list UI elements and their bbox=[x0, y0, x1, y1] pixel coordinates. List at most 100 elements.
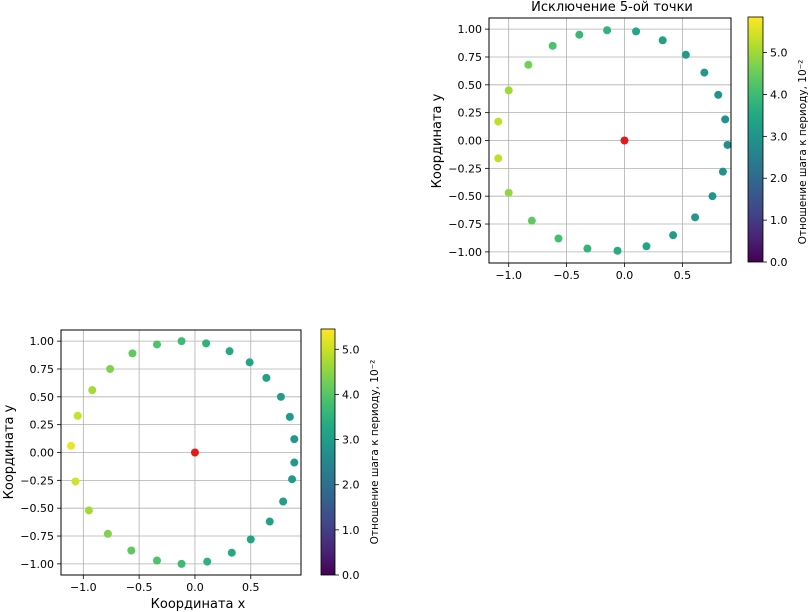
data-point bbox=[73, 411, 82, 420]
y-tick-label: 0.50 bbox=[458, 79, 483, 92]
chart-1-colorbar-label: Отношение шага к периоду, 10⁻² bbox=[797, 60, 809, 245]
center-point bbox=[620, 136, 629, 145]
data-point bbox=[290, 458, 299, 467]
data-point bbox=[290, 435, 299, 444]
data-point bbox=[714, 90, 723, 99]
y-tick-label: −1.00 bbox=[448, 246, 482, 259]
data-point bbox=[721, 115, 730, 124]
data-point bbox=[177, 559, 186, 568]
chart-1: −1.0 −0.5 0.0 0.5 −1.00 −0.75 −0.50 −0.25 0.00 0.… bbox=[430, 0, 809, 282]
data-point bbox=[225, 347, 234, 356]
data-point bbox=[700, 68, 709, 77]
data-point bbox=[245, 358, 254, 367]
data-point bbox=[127, 546, 136, 555]
data-point bbox=[718, 167, 727, 176]
colorbar-tick-label: 1.0 bbox=[342, 524, 360, 537]
colorbar-tick-label: 1.0 bbox=[770, 214, 788, 227]
data-point bbox=[504, 188, 513, 197]
colorbar-gradient bbox=[747, 16, 764, 263]
chart-1-plot-area: −1.0 −0.5 0.0 0.5 −1.00 −0.75 −0.50 −0.25 0.00 0.… bbox=[448, 17, 732, 282]
data-point bbox=[285, 412, 294, 421]
colorbar-tick-label: 3.0 bbox=[770, 130, 788, 143]
chart-2-xlabel: Координата x bbox=[151, 597, 246, 612]
chart-1-title: Исключение 5-ой точки bbox=[531, 0, 693, 15]
y-tick-label: −0.25 bbox=[448, 162, 482, 175]
x-tick-label: 0.5 bbox=[242, 581, 260, 594]
colorbar-gradient bbox=[320, 328, 336, 576]
data-point bbox=[153, 556, 161, 565]
data-point bbox=[88, 386, 97, 395]
data-point bbox=[202, 339, 211, 348]
colorbar-tick-label: 0.0 bbox=[342, 569, 360, 582]
data-point bbox=[276, 392, 285, 401]
y-tick-label: 1.00 bbox=[458, 23, 483, 36]
chart-1-colorbar: 0.0 1.0 2.0 3.0 4.0 5.0 bbox=[747, 16, 788, 269]
data-point bbox=[548, 41, 557, 50]
data-point bbox=[642, 242, 651, 251]
x-tick-label: −1.0 bbox=[495, 269, 522, 282]
colorbar-tick-label: 3.0 bbox=[342, 434, 360, 447]
chart-2: −1.0 −0.5 0.0 0.5 −1.00 −0.75 −0.50 −0.25 0.00 0.… bbox=[2, 328, 381, 612]
data-point bbox=[554, 234, 563, 243]
data-point bbox=[67, 441, 76, 450]
data-point bbox=[504, 86, 513, 95]
center-point bbox=[190, 448, 199, 457]
data-point bbox=[153, 340, 161, 349]
data-point bbox=[723, 140, 732, 149]
data-point bbox=[84, 506, 93, 515]
colorbar-tick-label: 4.0 bbox=[770, 88, 788, 101]
x-tick-label: −0.5 bbox=[126, 581, 153, 594]
y-tick-label: −0.50 bbox=[448, 190, 482, 203]
data-point bbox=[288, 475, 297, 484]
y-tick-label: 0.00 bbox=[30, 447, 55, 460]
data-point bbox=[265, 517, 274, 526]
data-point bbox=[527, 216, 536, 225]
data-point bbox=[669, 231, 678, 240]
y-tick-label: −0.75 bbox=[448, 218, 482, 231]
y-tick-label: 0.00 bbox=[458, 135, 483, 148]
data-point bbox=[583, 244, 592, 253]
data-point bbox=[494, 117, 503, 126]
data-point bbox=[106, 364, 115, 373]
colorbar-tick-label: 2.0 bbox=[770, 172, 788, 185]
y-tick-label: 0.75 bbox=[458, 51, 483, 64]
data-point bbox=[103, 529, 112, 538]
data-point bbox=[613, 246, 622, 255]
chart-1-ylabel: Координата y bbox=[430, 93, 445, 188]
x-tick-label: −0.5 bbox=[553, 269, 580, 282]
data-point bbox=[494, 154, 503, 163]
colorbar-tick-label: 5.0 bbox=[342, 343, 360, 356]
y-tick-label: 0.25 bbox=[458, 107, 483, 120]
x-tick-label: 0.0 bbox=[186, 581, 204, 594]
data-point bbox=[691, 213, 700, 222]
colorbar-tick-label: 2.0 bbox=[342, 479, 360, 492]
x-tick-label: −1.0 bbox=[70, 581, 97, 594]
chart-2-plot-area: −1.0 −0.5 0.0 0.5 −1.00 −0.75 −0.50 −0.25 0.00 0.… bbox=[20, 329, 302, 594]
y-tick-label: −1.00 bbox=[20, 558, 54, 571]
y-tick-label: −0.25 bbox=[20, 474, 54, 487]
data-point bbox=[708, 192, 717, 201]
x-tick-label: 0.5 bbox=[674, 269, 692, 282]
data-point bbox=[203, 557, 212, 566]
data-point bbox=[262, 373, 271, 382]
y-tick-label: −0.50 bbox=[20, 502, 54, 515]
data-point bbox=[524, 60, 533, 69]
data-point bbox=[177, 337, 186, 346]
y-tick-label: −0.75 bbox=[20, 530, 54, 543]
data-point bbox=[227, 548, 236, 557]
data-point bbox=[575, 30, 584, 39]
data-point bbox=[128, 349, 137, 358]
y-tick-label: 0.75 bbox=[30, 363, 55, 376]
y-tick-label: 1.00 bbox=[30, 335, 55, 348]
data-point bbox=[71, 477, 80, 486]
y-tick-label: 0.50 bbox=[30, 391, 55, 404]
y-tick-label: 0.25 bbox=[30, 419, 55, 432]
data-point bbox=[681, 50, 690, 59]
chart-2-colorbar: 0.0 1.0 2.0 3.0 4.0 5.0 bbox=[320, 328, 360, 582]
chart-2-colorbar-label: Отношение шага к периоду, 10⁻² bbox=[369, 360, 381, 545]
colorbar-tick-label: 4.0 bbox=[342, 388, 360, 401]
data-point bbox=[658, 36, 667, 45]
data-point bbox=[603, 26, 612, 35]
colorbar-tick-label: 5.0 bbox=[770, 47, 788, 60]
